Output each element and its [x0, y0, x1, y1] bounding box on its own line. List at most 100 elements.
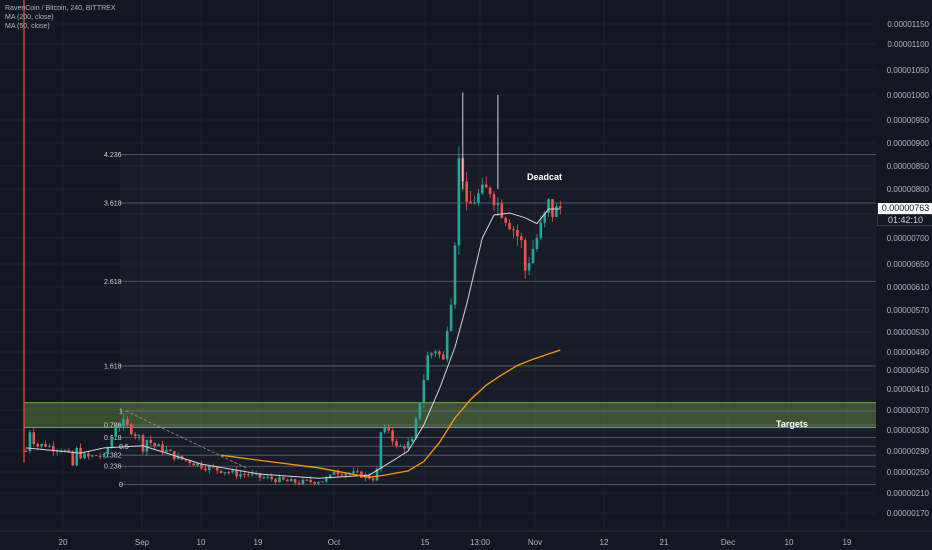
candle	[453, 242, 457, 309]
candle	[235, 466, 238, 480]
candle-body	[325, 477, 328, 482]
candle-body	[266, 476, 270, 478]
candle	[110, 434, 114, 450]
candle	[449, 298, 453, 332]
candle-body	[200, 463, 203, 469]
candle-body	[24, 451, 28, 452]
candle-body	[332, 471, 336, 475]
candle-body	[473, 202, 476, 204]
candle	[535, 233, 539, 252]
candle-body	[395, 441, 398, 446]
candle-body	[161, 444, 164, 452]
price-axis[interactable]: 0.00001150 0.00001100 0.00001050 0.00001000…	[876, 0, 932, 530]
candle-body	[426, 355, 429, 381]
candle-body	[137, 435, 141, 437]
candle	[438, 349, 441, 359]
candle	[442, 351, 445, 360]
candle-body	[40, 443, 43, 447]
candle	[161, 441, 164, 456]
candle	[504, 216, 507, 227]
candle-body	[449, 304, 453, 331]
fib-level-label: 1	[119, 409, 123, 416]
candle-body	[188, 460, 192, 464]
candle-body	[192, 463, 195, 466]
candle-body	[247, 474, 250, 476]
candle-body	[48, 445, 51, 447]
time-axis-tick: 13:00	[470, 538, 491, 547]
candle-body	[527, 262, 531, 271]
candle	[28, 429, 32, 454]
candle-body	[371, 478, 375, 481]
candle-body	[551, 199, 554, 217]
candle-body	[375, 469, 379, 481]
time-axis-tick: 15	[421, 538, 430, 547]
annotation-targets: Targets	[776, 419, 808, 429]
ma50-line	[25, 208, 561, 479]
candle-body	[520, 236, 523, 241]
candle	[484, 176, 488, 188]
time-axis[interactable]: 20 Sep 10 19 Oct 15 13:00 Nov 12 21 Dec 10 19	[0, 530, 932, 547]
candle	[445, 326, 449, 363]
candle-body	[75, 447, 78, 466]
indicator-ma200-label[interactable]: MA (200, close)	[5, 14, 54, 21]
candle-body	[457, 158, 461, 246]
candle	[403, 444, 406, 453]
candle-body	[258, 473, 262, 478]
candle	[94, 454, 98, 457]
candle-body	[133, 434, 137, 437]
candle	[336, 468, 340, 478]
candle-body	[122, 418, 125, 426]
candle-body	[406, 441, 410, 449]
candle	[395, 438, 398, 449]
candle-body	[231, 470, 234, 473]
candle-body	[157, 444, 160, 446]
candle-body	[555, 206, 558, 217]
candle	[430, 352, 433, 359]
candle	[547, 198, 550, 218]
candle-body	[340, 474, 344, 476]
candle	[24, 448, 28, 452]
fib-trend-line	[125, 410, 247, 469]
candle-body	[36, 443, 39, 447]
symbol-title[interactable]: RavenCoin / Bitcoin, 240, BITTREX	[5, 5, 116, 12]
candle-body	[410, 438, 414, 442]
candle	[130, 422, 133, 436]
candle	[360, 470, 363, 479]
candle-body	[403, 445, 406, 449]
fib-level-label: 0.382	[104, 453, 122, 460]
candle-body	[543, 212, 546, 223]
candle-body	[52, 445, 55, 452]
candle	[352, 467, 355, 475]
candle	[317, 480, 320, 486]
candle	[153, 442, 156, 450]
candle	[289, 477, 293, 482]
annotation-deadcat: Deadcat	[527, 172, 562, 182]
price-axis-tick: 0.00000250	[887, 468, 930, 477]
candle-body	[523, 240, 527, 271]
candle-body	[141, 435, 145, 452]
candle-body	[328, 474, 332, 478]
candle-body	[309, 479, 312, 482]
indicator-ma50-label[interactable]: MA (50, close)	[5, 23, 50, 30]
candle-body	[469, 201, 472, 204]
candle	[375, 466, 379, 482]
candle-body	[63, 450, 67, 452]
candle-body	[344, 473, 348, 476]
candle-body	[44, 443, 47, 447]
candle-body	[196, 463, 199, 466]
candle-body	[32, 432, 36, 444]
fib-level-label: 2.618	[104, 279, 122, 286]
fib-level-label: 3.618	[104, 201, 122, 208]
candle	[219, 470, 223, 474]
candle-body	[250, 473, 254, 475]
candle-body	[184, 459, 188, 461]
candle-body	[500, 203, 504, 218]
price-axis-tick: 0.00000530	[887, 328, 930, 337]
candle-body	[91, 455, 94, 457]
candle-body	[531, 249, 535, 263]
candle	[305, 479, 309, 482]
price-axis-tick: 0.00001100	[887, 40, 929, 49]
candle-body	[399, 445, 402, 447]
candle-body	[414, 418, 418, 439]
